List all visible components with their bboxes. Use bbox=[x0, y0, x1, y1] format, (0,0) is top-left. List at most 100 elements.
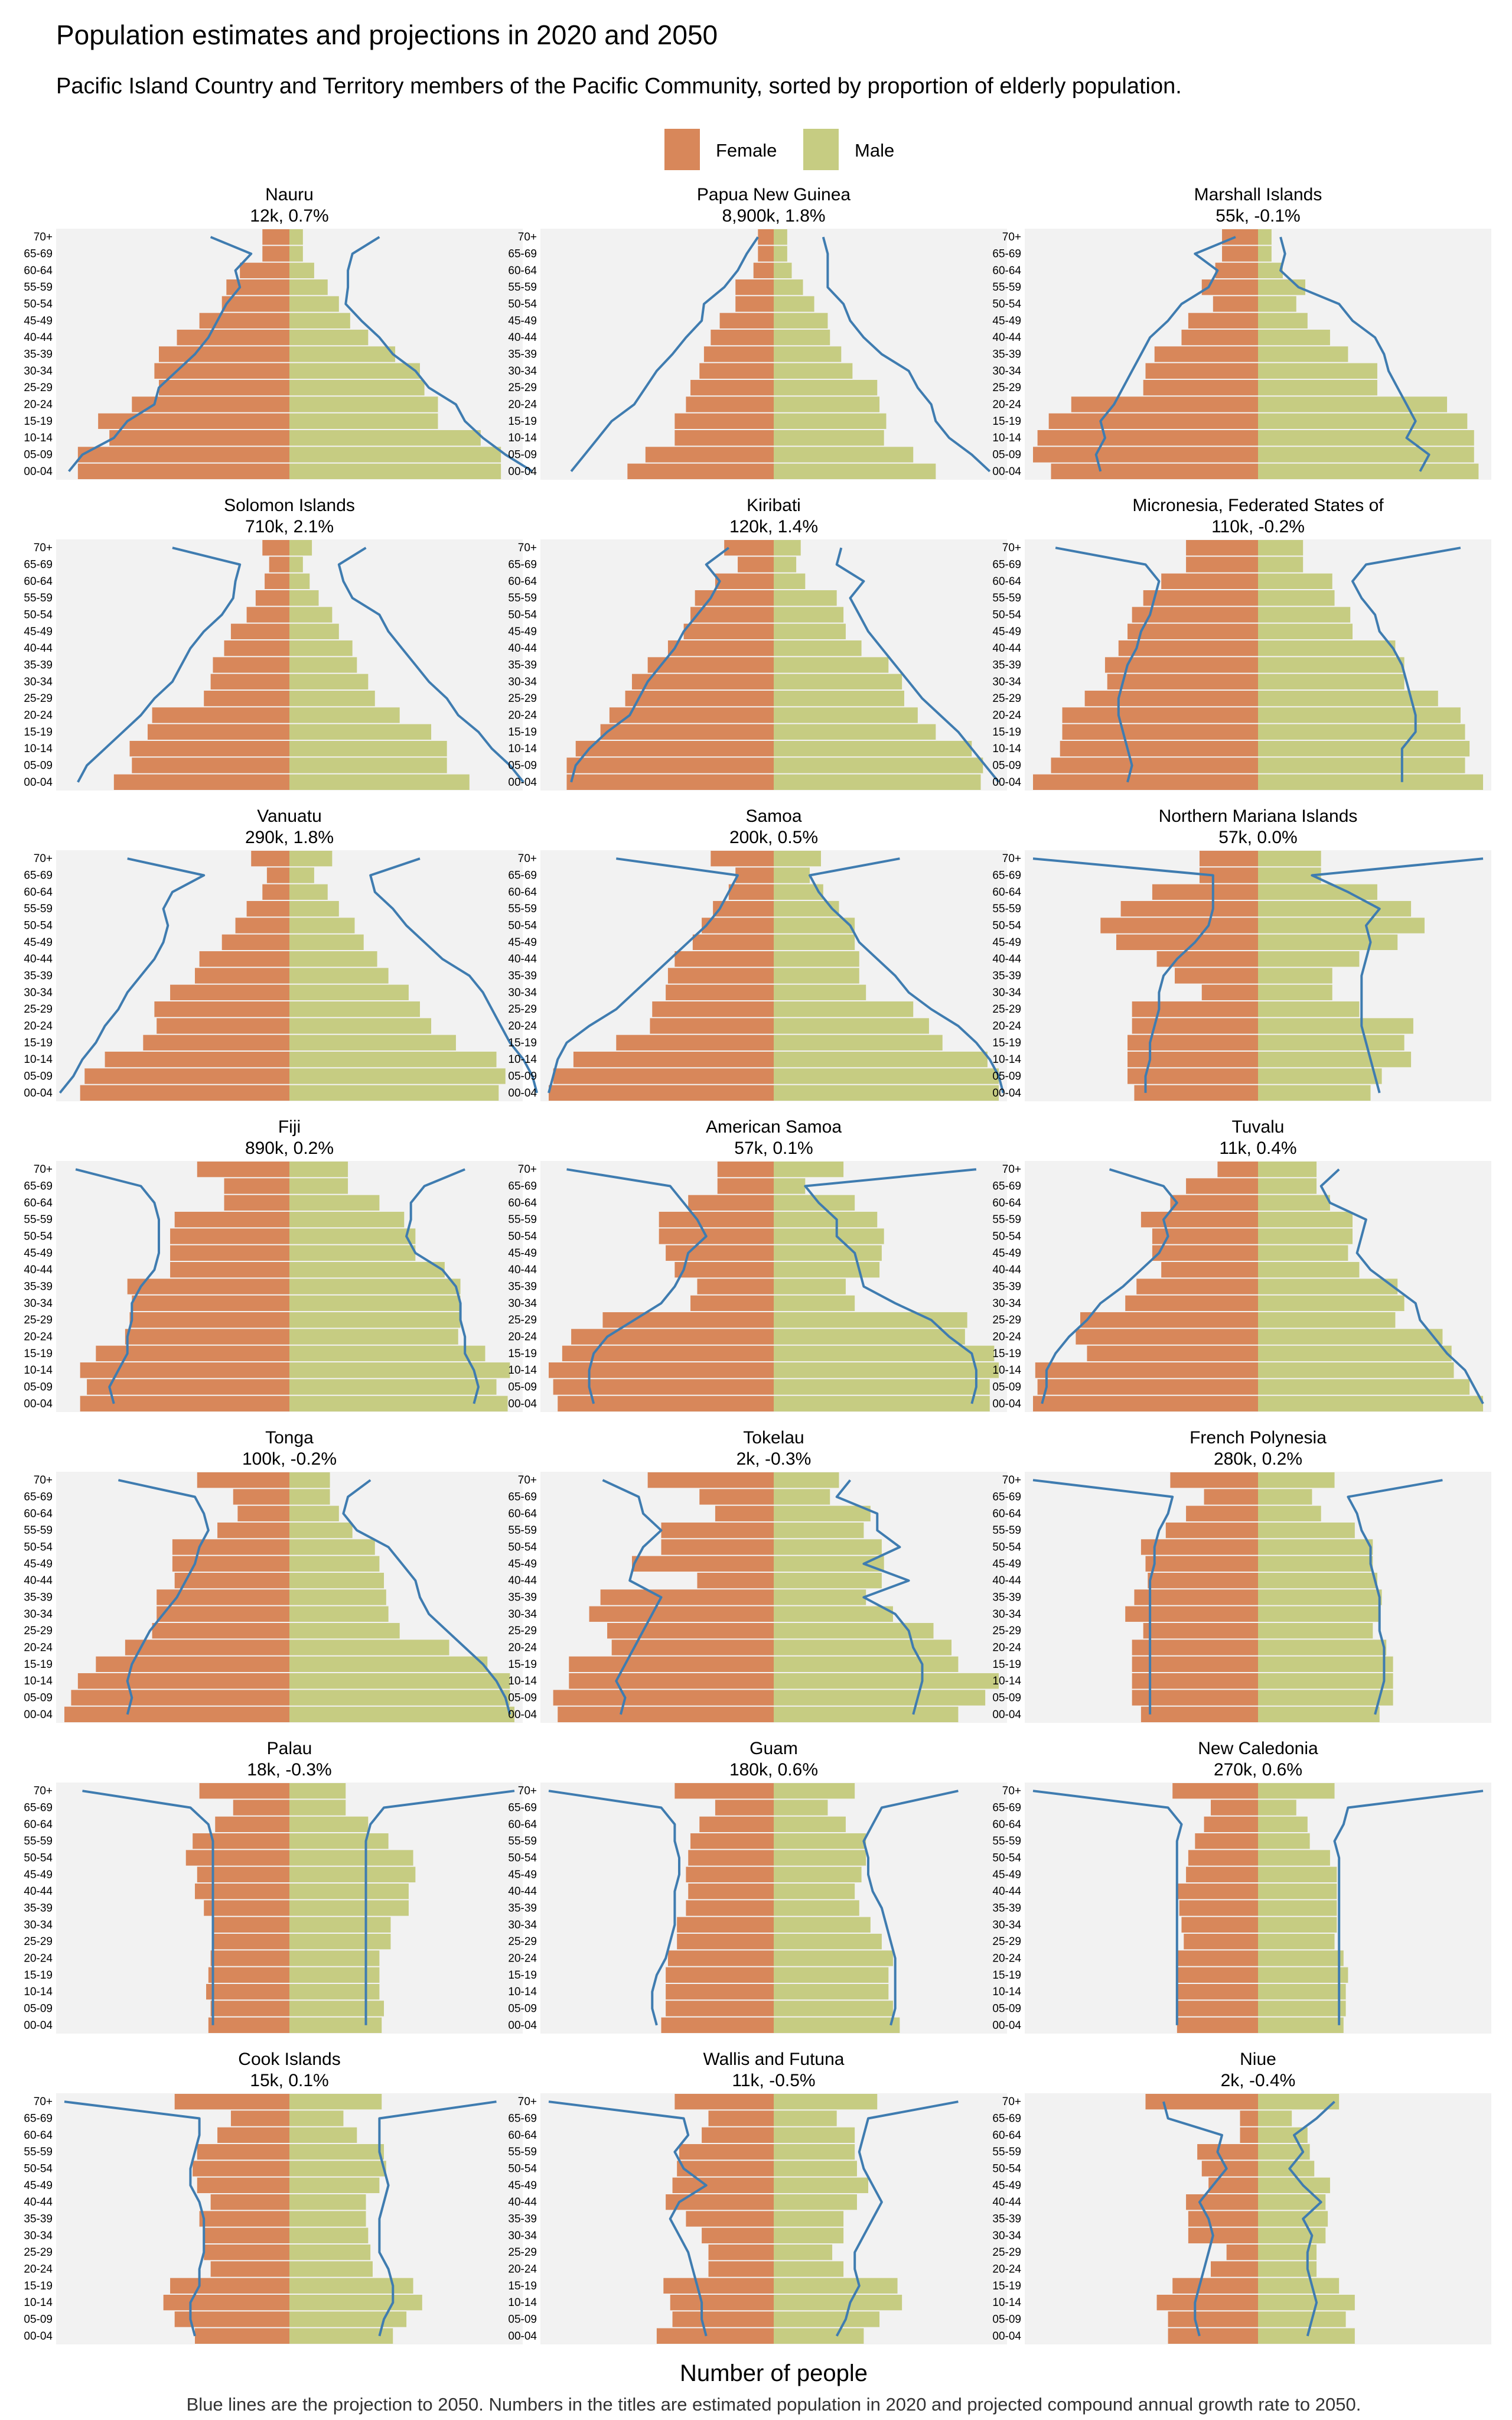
bar-male-55-59 bbox=[289, 2144, 384, 2160]
bar-male-15-19 bbox=[1258, 1345, 1452, 1361]
age-tick-label: 30-34 bbox=[508, 365, 537, 378]
projection-line-male bbox=[835, 1479, 924, 1715]
bar-female-60-64 bbox=[715, 573, 774, 589]
age-tick-label: 20-24 bbox=[508, 1331, 537, 1344]
bar-male-60-64 bbox=[289, 884, 328, 900]
bar-female-55-59 bbox=[174, 1212, 289, 1228]
projection-line-male bbox=[1319, 1168, 1484, 1404]
age-tick-label: 60-64 bbox=[992, 575, 1021, 588]
projection-line-male bbox=[342, 1479, 511, 1715]
bar-male-60-64 bbox=[774, 573, 806, 589]
age-tick-label: 55-59 bbox=[24, 2146, 53, 2158]
bar-female-40-44 bbox=[1118, 640, 1258, 656]
panel-title: Samoa bbox=[745, 806, 801, 826]
bar-male-25-29 bbox=[774, 380, 878, 396]
bar-male-25-29 bbox=[1258, 1934, 1335, 1950]
bar-male-60-64 bbox=[1258, 1195, 1330, 1211]
bar-female-35-39 bbox=[159, 346, 289, 362]
bar-female-55-59 bbox=[679, 2144, 774, 2160]
panel-summary: 2k, -0.3% bbox=[737, 1449, 812, 1469]
bar-female-45-49 bbox=[683, 623, 774, 639]
bar-female-20-24 bbox=[125, 1329, 289, 1345]
age-tick-label: 15-19 bbox=[24, 1658, 53, 1671]
age-tick-label: 10-14 bbox=[992, 1986, 1021, 1998]
bar-female-15-19 bbox=[663, 2278, 774, 2294]
bar-male-30-34 bbox=[289, 984, 409, 1000]
bar-female-20-24 bbox=[1132, 1640, 1258, 1655]
bar-female-65-69 bbox=[1204, 1489, 1258, 1505]
panel-title: Micronesia, Federated States of bbox=[1132, 496, 1384, 515]
age-tick-label: 15-19 bbox=[508, 1658, 537, 1671]
age-tick-label: 10-14 bbox=[992, 1364, 1021, 1377]
age-tick-label: 60-64 bbox=[508, 1197, 537, 1209]
age-tick-label: 05-09 bbox=[508, 1071, 537, 1083]
age-tick-label: 45-49 bbox=[992, 1558, 1021, 1570]
bar-male-55-59 bbox=[289, 1833, 389, 1849]
bar-female-05-09 bbox=[77, 447, 290, 463]
age-tick-label: 35-39 bbox=[508, 970, 537, 983]
bar-female-10-14 bbox=[1132, 1673, 1258, 1689]
age-tick-label: 15-19 bbox=[992, 1037, 1021, 1049]
bar-male-45-49 bbox=[289, 1556, 380, 1572]
bar-female-60-64 bbox=[1215, 262, 1258, 278]
bar-male-00-04 bbox=[774, 1085, 999, 1101]
bar-female-05-09 bbox=[210, 2001, 289, 2016]
panel-15: Palau 18k, -0.3% 00-04 05-09 10-14 15-19 20-24… bbox=[24, 1739, 523, 2034]
bar-male-00-04 bbox=[774, 2017, 900, 2033]
bar-male-70+ bbox=[289, 1162, 348, 1178]
bar-female-35-39 bbox=[697, 1279, 774, 1294]
panel-title: Tuvalu bbox=[1232, 1117, 1285, 1137]
age-tick-label: 30-34 bbox=[24, 987, 53, 999]
bar-male-00-04 bbox=[774, 463, 936, 479]
bar-female-60-64 bbox=[1152, 884, 1258, 900]
panel-title: Vanuatu bbox=[257, 806, 322, 826]
projection-line-female bbox=[548, 2100, 708, 2337]
panel-summary: 2k, -0.4% bbox=[1221, 2071, 1296, 2090]
bar-female-20-24 bbox=[1177, 1950, 1258, 1966]
bar-female-00-04 bbox=[661, 2017, 774, 2033]
panel-summary: 57k, 0.0% bbox=[1218, 828, 1297, 847]
bar-female-05-09 bbox=[553, 1068, 774, 1084]
bar-male-45-49 bbox=[774, 1245, 882, 1261]
bar-female-10-14 bbox=[666, 1984, 774, 2000]
legend: Female Male bbox=[664, 129, 894, 170]
bar-female-50-54 bbox=[1201, 2161, 1258, 2177]
bar-male-25-29 bbox=[289, 1934, 391, 1950]
age-tick-label: 70+ bbox=[518, 1785, 537, 1797]
bar-female-25-29 bbox=[625, 691, 774, 707]
bar-male-30-34 bbox=[1258, 984, 1332, 1000]
panel-19: Wallis and Futuna 11k, -0.5% 00-04 05-09 10-… bbox=[508, 2050, 1007, 2344]
bar-female-70+ bbox=[1170, 1472, 1258, 1488]
age-tick-label: 45-49 bbox=[992, 1869, 1021, 1881]
projection-line-female bbox=[570, 547, 729, 783]
bar-male-45-49 bbox=[289, 623, 339, 639]
bar-male-25-29 bbox=[1258, 1623, 1373, 1639]
age-tick-label: 20-24 bbox=[24, 399, 53, 411]
age-tick-label: 50-54 bbox=[992, 1231, 1021, 1243]
bar-male-50-54 bbox=[1258, 296, 1296, 312]
bar-female-05-09 bbox=[553, 1379, 774, 1395]
age-tick-label: 65-69 bbox=[992, 1491, 1021, 1504]
bar-female-20-24 bbox=[1132, 1018, 1258, 1034]
bar-female-60-64 bbox=[1204, 1816, 1258, 1832]
age-tick-label: 20-24 bbox=[508, 2263, 537, 2276]
bar-female-50-54 bbox=[702, 918, 774, 933]
age-tick-label: 50-54 bbox=[992, 2163, 1021, 2175]
projection-line-male bbox=[337, 547, 524, 783]
age-tick-label: 70+ bbox=[34, 231, 53, 243]
bar-female-45-49 bbox=[1152, 1245, 1258, 1261]
age-tick-label: 45-49 bbox=[992, 315, 1021, 327]
age-tick-label: 65-69 bbox=[992, 559, 1021, 571]
projection-line-female bbox=[1162, 2101, 1228, 2337]
bar-female-15-19 bbox=[666, 1967, 774, 1983]
age-tick-label: 50-54 bbox=[992, 1541, 1021, 1554]
age-tick-label: 45-49 bbox=[992, 2180, 1021, 2192]
projection-line-female bbox=[548, 1790, 680, 2026]
age-tick-label: 30-34 bbox=[24, 1919, 53, 1931]
bar-male-70+ bbox=[774, 1162, 844, 1178]
bar-female-40-44 bbox=[210, 2194, 289, 2210]
bar-male-00-04 bbox=[289, 1706, 514, 1722]
bar-male-65-69 bbox=[774, 557, 797, 573]
bar-female-00-04 bbox=[558, 1396, 774, 1411]
age-tick-label: 45-49 bbox=[508, 1247, 537, 1260]
